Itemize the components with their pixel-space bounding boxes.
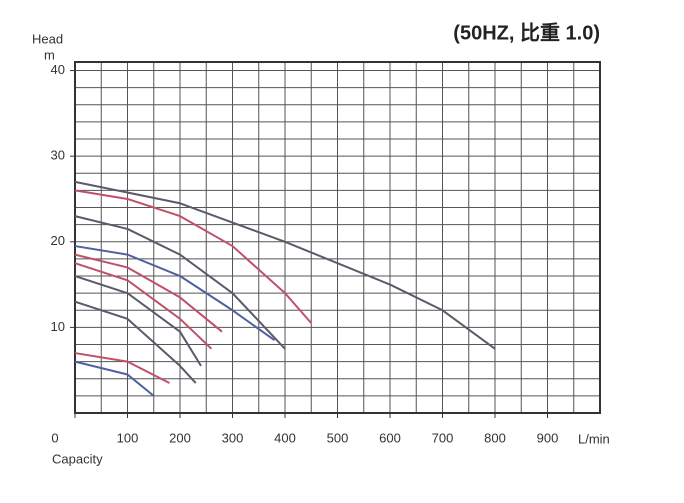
curve: [74, 253, 223, 333]
curve: [74, 180, 496, 350]
y-tick-label: 30: [51, 148, 65, 163]
x-tick-label: 500: [327, 430, 349, 445]
x-tick-label: 400: [274, 430, 296, 445]
x-tick-label: 300: [222, 430, 244, 445]
x-tick-label: 600: [379, 430, 401, 445]
x-tick-label: 0: [51, 430, 58, 445]
curve: [74, 360, 155, 397]
x-tick-label: 100: [117, 430, 139, 445]
x-tick-label: 900: [537, 430, 559, 445]
x-axis-label: Capacity: [52, 451, 103, 466]
x-tick-label: 700: [432, 430, 454, 445]
x-tick-label: 800: [484, 430, 506, 445]
curve: [74, 215, 286, 350]
curve: [74, 262, 213, 350]
y-tick-label: 40: [51, 62, 65, 77]
x-tick-label: 200: [169, 430, 191, 445]
x-axis-unit: L/min: [578, 431, 610, 446]
y-axis-unit: m: [44, 47, 55, 62]
y-tick-label: 10: [51, 319, 65, 334]
curve: [74, 189, 313, 324]
y-tick-label: 20: [51, 233, 65, 248]
curve: [74, 275, 202, 367]
curve: [74, 300, 197, 384]
curve: [74, 352, 170, 384]
curve: [74, 245, 276, 342]
chart-title: (50HZ, 比重 1.0): [453, 21, 600, 44]
y-axis-label: Head: [32, 31, 63, 46]
